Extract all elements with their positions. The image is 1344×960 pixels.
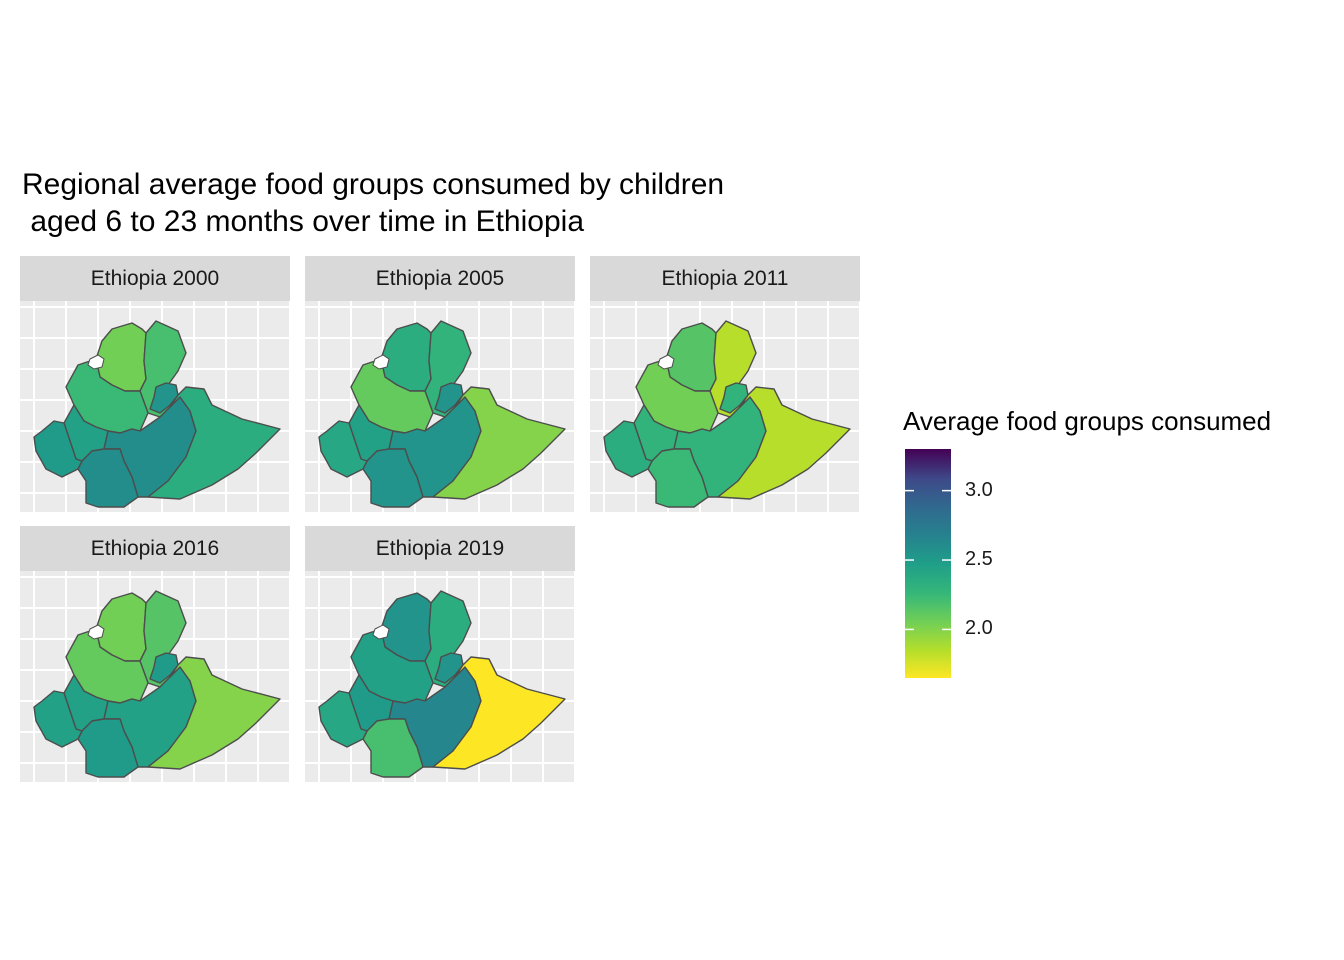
region-snnpr (647, 448, 709, 508)
facet-panel: Ethiopia 2000 (20, 256, 290, 512)
facet-plot-area (305, 301, 575, 512)
facet-panel: Ethiopia 2005 (305, 256, 575, 512)
region-dire-dawa (719, 382, 749, 414)
facet-map-svg (305, 301, 575, 512)
legend-title: Average food groups consumed (903, 406, 1272, 436)
region-gambela (603, 420, 653, 478)
facet-panel: Ethiopia 2011 (590, 256, 860, 512)
colorbar (905, 449, 951, 678)
colorbar-tick-label: 2.0 (965, 617, 993, 640)
region-gambela (318, 690, 368, 748)
facet-plot-area (590, 301, 860, 512)
colorbar-tick-label: 3.0 (965, 478, 993, 501)
lake-tana-hole (87, 354, 105, 370)
chart-title: Regional average food groups consumed by… (22, 168, 725, 238)
facet-strip-label: Ethiopia 2016 (20, 526, 290, 571)
region-gambela (318, 420, 368, 478)
region-somali (147, 386, 281, 500)
facet-plot-area (305, 571, 575, 782)
colorbar-tick-label: 2.5 (965, 548, 993, 571)
region-dire-dawa (149, 382, 179, 414)
region-somali (432, 656, 566, 770)
lake-tana-hole (87, 624, 105, 640)
facet-strip-label: Ethiopia 2000 (20, 256, 290, 301)
lake-tana-hole (657, 354, 675, 370)
lake-tana-hole (372, 624, 390, 640)
region-somali (147, 656, 281, 770)
facet-map-svg (590, 301, 860, 512)
region-somali (717, 386, 851, 500)
region-gambela (33, 420, 83, 478)
facet-panel: Ethiopia 2016 (20, 526, 290, 782)
facet-panel: Ethiopia 2019 (305, 526, 575, 782)
facet-strip-label: Ethiopia 2005 (305, 256, 575, 301)
facet-map-svg (20, 301, 290, 512)
facet-strip-label: Ethiopia 2019 (305, 526, 575, 571)
region-somali (432, 386, 566, 500)
region-snnpr (77, 448, 139, 508)
region-dire-dawa (149, 652, 179, 684)
region-dire-dawa (434, 382, 464, 414)
region-snnpr (362, 448, 424, 508)
lake-tana-hole (372, 354, 390, 370)
region-dire-dawa (434, 652, 464, 684)
region-gambela (33, 690, 83, 748)
facet-plot-area (20, 571, 290, 782)
region-snnpr (362, 718, 424, 778)
facet-plot-area (20, 301, 290, 512)
facet-map-svg (305, 571, 575, 782)
region-snnpr (77, 718, 139, 778)
facet-strip-label: Ethiopia 2011 (590, 256, 860, 301)
facet-map-svg (20, 571, 290, 782)
